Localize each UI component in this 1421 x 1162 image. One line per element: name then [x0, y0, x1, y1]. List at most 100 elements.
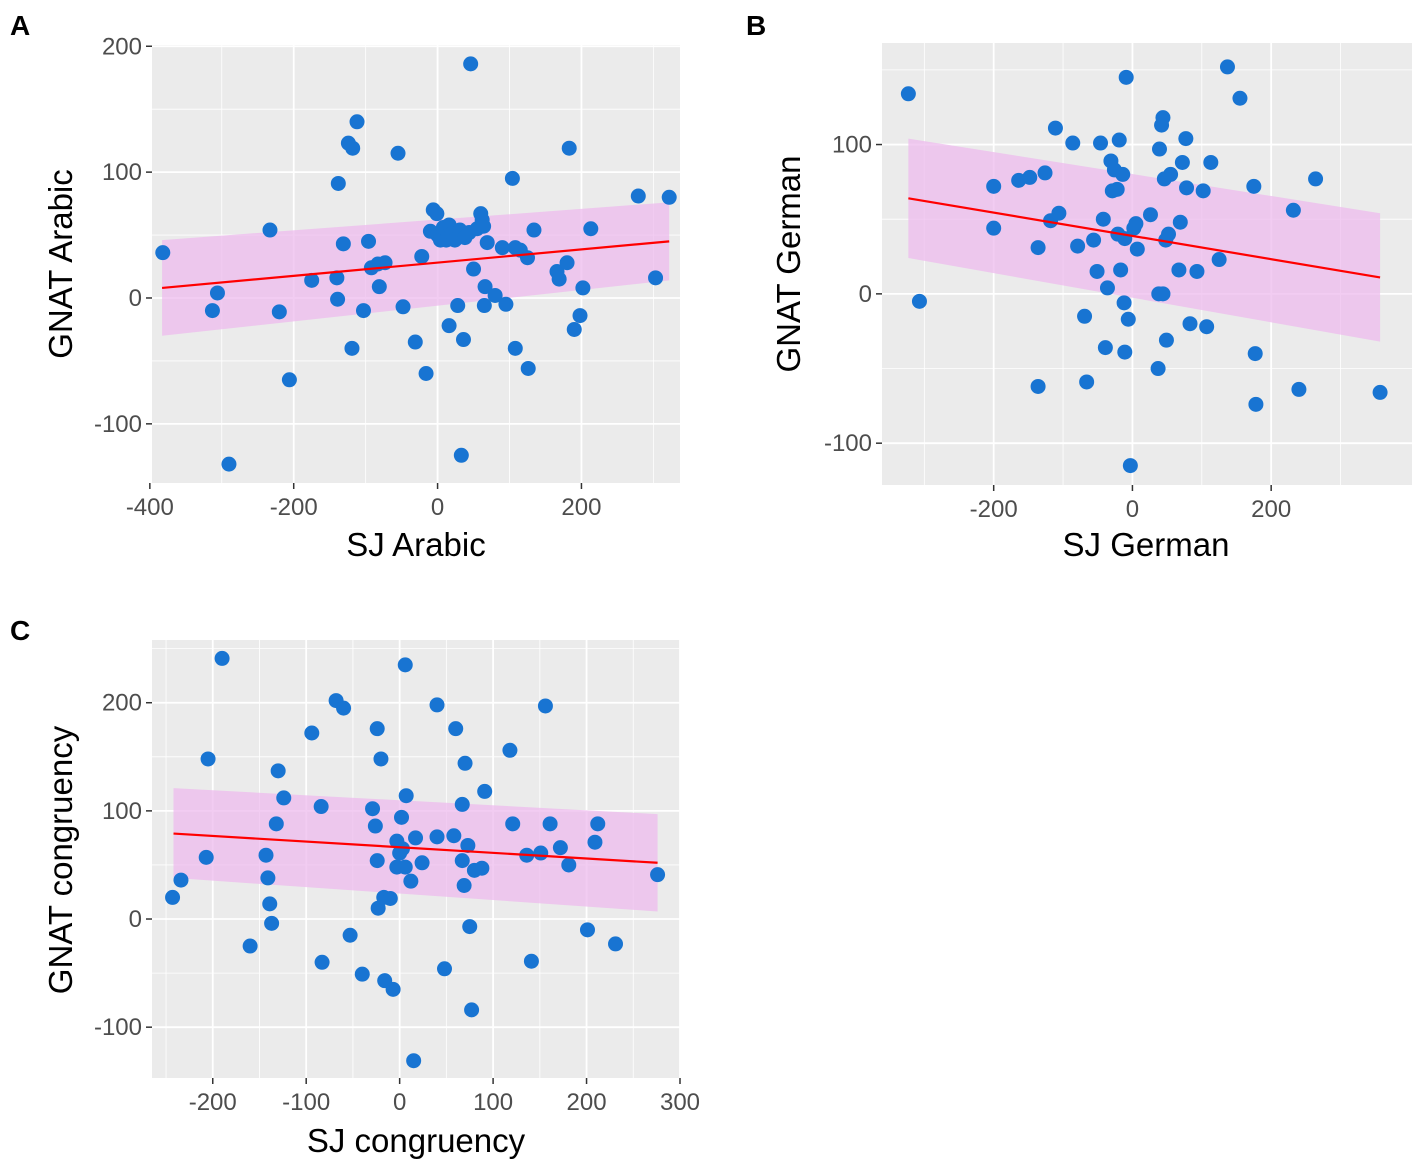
- panel-c-x-tick-label: 0: [393, 1089, 406, 1116]
- panel-a-y-tick-label: -100: [94, 411, 142, 438]
- data-point: [476, 298, 492, 314]
- data-point: [258, 847, 274, 863]
- data-point: [566, 321, 582, 337]
- data-point: [572, 308, 588, 324]
- data-point: [1051, 205, 1067, 221]
- data-point: [304, 725, 320, 741]
- panel-b-x-axis-title: SJ German: [1063, 526, 1230, 563]
- data-point: [369, 721, 385, 737]
- data-point: [533, 845, 549, 861]
- data-point: [385, 981, 401, 997]
- data-point: [1151, 141, 1167, 157]
- panel-c-x-tick-label: -100: [282, 1089, 330, 1116]
- data-point: [329, 270, 345, 286]
- data-point: [262, 222, 278, 238]
- data-point: [466, 261, 482, 277]
- data-point: [1199, 319, 1215, 335]
- data-point: [1285, 202, 1301, 218]
- panel-b-regression-line: [908, 197, 1381, 279]
- panel-c-y-tick-label: 0: [129, 906, 142, 933]
- data-point: [1163, 166, 1179, 182]
- data-point: [1095, 211, 1111, 227]
- panel-b-x-tick-label: 200: [1251, 496, 1291, 523]
- data-point: [1109, 181, 1125, 197]
- data-point: [505, 816, 521, 832]
- data-point: [1158, 332, 1174, 348]
- data-point: [1372, 384, 1388, 400]
- data-point: [551, 271, 567, 287]
- data-point: [1047, 120, 1063, 136]
- data-point: [209, 285, 225, 301]
- data-point: [454, 853, 470, 869]
- data-point: [1195, 183, 1211, 199]
- data-point: [1174, 154, 1190, 170]
- data-point: [1178, 131, 1194, 147]
- data-point: [457, 755, 473, 771]
- data-point: [406, 1053, 422, 1069]
- data-point: [200, 751, 216, 767]
- data-point: [1093, 135, 1109, 151]
- panel-c-x-tick-label: 100: [473, 1089, 513, 1116]
- data-point: [648, 270, 664, 286]
- panel-a-regression-line: [161, 240, 670, 290]
- data-point: [1037, 165, 1053, 181]
- data-point: [477, 279, 493, 295]
- data-point: [314, 954, 330, 970]
- data-point: [429, 697, 445, 713]
- data-point: [165, 889, 181, 905]
- data-point: [345, 140, 361, 156]
- data-point: [335, 236, 351, 252]
- panel-c-x-tick-label: 300: [660, 1089, 700, 1116]
- data-point: [1115, 166, 1131, 182]
- data-point: [198, 849, 214, 865]
- panel-b-y-axis-title: GNAT German: [770, 156, 807, 373]
- data-point: [1122, 458, 1138, 474]
- panel-a-y-tick-label: 200: [102, 33, 142, 60]
- data-point: [1179, 180, 1195, 196]
- data-point: [650, 867, 666, 883]
- panel-b-y-tick-label: 100: [832, 132, 872, 159]
- data-point: [1155, 110, 1171, 126]
- data-point: [661, 189, 677, 205]
- data-point: [1203, 154, 1219, 170]
- data-point: [354, 966, 370, 982]
- data-point: [429, 206, 445, 222]
- data-point: [462, 919, 478, 935]
- data-point: [494, 240, 510, 256]
- data-point: [349, 114, 365, 130]
- data-point: [1142, 207, 1158, 223]
- data-point: [464, 1002, 480, 1018]
- data-point: [1120, 311, 1136, 327]
- data-point: [390, 145, 406, 161]
- data-point: [542, 816, 558, 832]
- data-point: [504, 170, 520, 186]
- data-point: [264, 915, 280, 931]
- data-point: [487, 287, 503, 303]
- panel-a-x-axis-title: SJ Arabic: [346, 526, 485, 563]
- data-point: [1219, 59, 1235, 75]
- data-point: [1097, 340, 1113, 356]
- data-point: [214, 650, 230, 666]
- data-point: [454, 796, 470, 812]
- data-point: [414, 248, 430, 264]
- panel-c-y-tick-label: 100: [102, 798, 142, 825]
- data-point: [304, 272, 320, 288]
- data-point: [1113, 262, 1129, 278]
- panel-a-x-tick-label: 0: [431, 494, 444, 521]
- panel-b-x-tick-label: 0: [1126, 496, 1139, 523]
- data-point: [437, 961, 453, 977]
- panel-a-x-tick-label: 200: [561, 494, 601, 521]
- data-point: [507, 340, 523, 356]
- panel-c-x-ticks: -200 -100 0 100 200 300: [189, 1078, 700, 1116]
- panel-c-y-ticks: -100 0 100 200: [94, 690, 152, 1041]
- data-point: [242, 938, 258, 954]
- data-point: [579, 922, 595, 938]
- panel-b-x-tick-label: -200: [970, 496, 1018, 523]
- data-point: [1129, 241, 1145, 257]
- data-point: [590, 816, 606, 832]
- data-point: [537, 698, 553, 714]
- data-point: [453, 447, 469, 463]
- data-point: [394, 841, 410, 857]
- data-point: [476, 218, 492, 234]
